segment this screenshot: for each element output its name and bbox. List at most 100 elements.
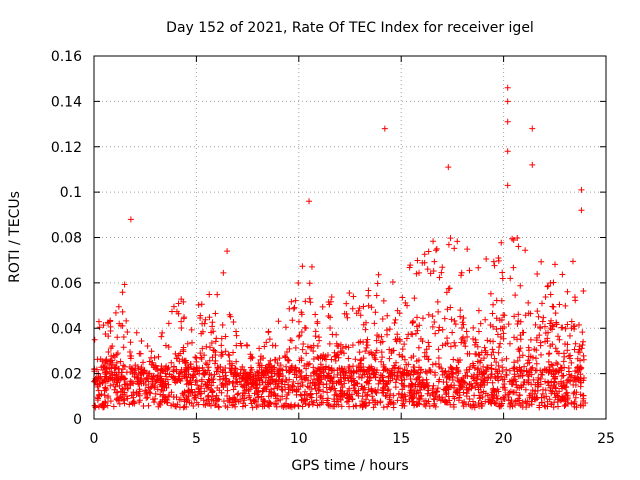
- data-point: [414, 327, 421, 334]
- data-point: [272, 400, 279, 407]
- data-point: [417, 335, 424, 342]
- data-point: [361, 384, 368, 391]
- data-point: [135, 381, 142, 388]
- data-point: [380, 364, 387, 371]
- data-point: [442, 368, 449, 375]
- data-point: [105, 376, 112, 383]
- data-point: [282, 376, 289, 383]
- data-point: [214, 291, 221, 298]
- data-point: [298, 329, 305, 336]
- data-point: [373, 292, 380, 299]
- data-point: [500, 395, 507, 402]
- data-point: [201, 371, 208, 378]
- data-point: [328, 356, 335, 363]
- data-point: [533, 337, 540, 344]
- data-point: [148, 361, 155, 368]
- data-point: [195, 301, 202, 308]
- data-point: [380, 404, 387, 411]
- data-point: [146, 389, 153, 396]
- data-point: [130, 389, 137, 396]
- data-point: [115, 365, 122, 372]
- data-point: [218, 335, 225, 342]
- data-point: [310, 348, 317, 355]
- data-point: [121, 375, 128, 382]
- data-point: [95, 375, 102, 382]
- data-point: [298, 373, 305, 380]
- data-point: [143, 395, 150, 402]
- data-point: [574, 355, 581, 362]
- data-point: [373, 347, 380, 354]
- data-point: [316, 401, 323, 408]
- data-point: [118, 369, 125, 376]
- data-point: [435, 378, 442, 385]
- data-point: [489, 379, 496, 386]
- data-point: [199, 364, 206, 371]
- data-point: [271, 356, 278, 363]
- data-point: [373, 389, 380, 396]
- data-point: [170, 303, 177, 310]
- chart-title: Day 152 of 2021, Rate Of TEC Index for r…: [166, 20, 534, 36]
- data-point: [516, 391, 523, 398]
- data-point: [204, 385, 211, 392]
- data-point: [436, 274, 443, 281]
- data-point: [414, 387, 421, 394]
- data-point: [425, 311, 432, 318]
- data-point: [466, 267, 473, 274]
- data-point: [223, 375, 230, 382]
- data-point: [119, 308, 126, 315]
- data-point: [388, 370, 395, 377]
- data-point: [420, 383, 427, 390]
- data-point: [375, 271, 382, 278]
- data-point: [364, 378, 371, 385]
- data-point: [219, 322, 226, 329]
- data-point: [251, 398, 258, 405]
- data-point: [136, 388, 143, 395]
- data-point: [192, 392, 199, 399]
- data-point: [401, 341, 408, 348]
- data-point: [141, 367, 148, 374]
- data-point: [472, 350, 479, 357]
- data-point: [516, 348, 523, 355]
- data-point: [219, 367, 226, 374]
- data-point: [148, 348, 155, 355]
- data-point: [322, 353, 329, 360]
- data-point: [244, 380, 251, 387]
- data-point: [115, 303, 122, 310]
- data-point: [370, 397, 377, 404]
- y-tick-label: 0.08: [51, 231, 82, 247]
- data-point: [530, 376, 537, 383]
- data-point: [470, 324, 477, 331]
- data-point: [218, 389, 225, 396]
- data-point: [431, 400, 438, 407]
- data-point: [505, 321, 512, 328]
- data-point: [267, 357, 274, 364]
- data-point: [254, 402, 261, 409]
- data-point: [419, 379, 426, 386]
- data-point: [299, 382, 306, 389]
- data-point: [430, 267, 437, 274]
- data-point: [489, 310, 496, 317]
- data-point: [385, 386, 392, 393]
- data-point: [566, 332, 573, 339]
- data-point: [327, 298, 334, 305]
- data-point: [159, 378, 166, 385]
- data-point: [255, 387, 262, 394]
- data-point: [443, 289, 450, 296]
- y-tick-label: 0.06: [51, 276, 82, 292]
- data-point: [500, 394, 507, 401]
- data-point: [187, 361, 194, 368]
- data-point: [373, 367, 380, 374]
- data-point: [546, 368, 553, 375]
- data-point: [362, 348, 369, 355]
- data-point: [113, 359, 120, 366]
- data-point: [170, 368, 177, 375]
- data-point: [160, 387, 167, 394]
- data-point: [501, 384, 508, 391]
- data-point: [517, 332, 524, 339]
- data-point: [189, 339, 196, 346]
- data-point: [544, 283, 551, 290]
- data-point: [453, 388, 460, 395]
- data-point: [513, 389, 520, 396]
- data-point: [419, 315, 426, 322]
- data-point: [429, 323, 436, 330]
